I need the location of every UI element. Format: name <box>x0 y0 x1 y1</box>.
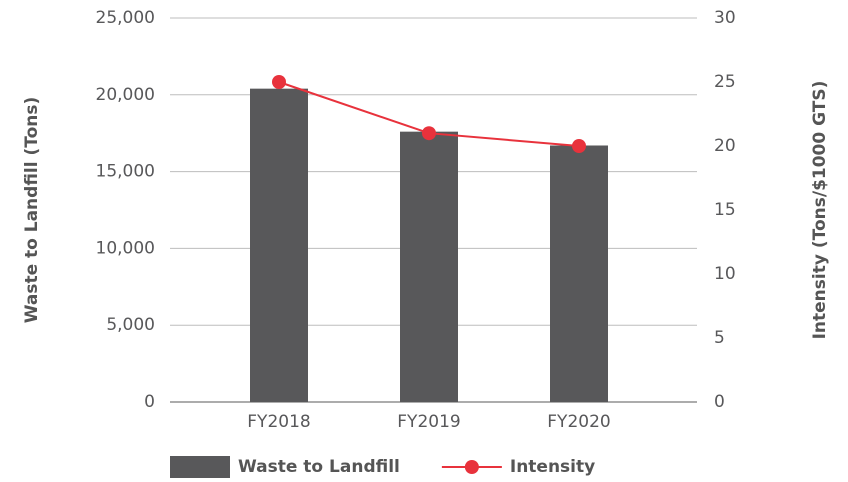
y-tick-label: 25,000 <box>96 8 155 28</box>
y-tick-label: 15,000 <box>96 162 155 182</box>
y2-tick-label: 20 <box>714 136 736 156</box>
y2-tick-label: 15 <box>714 200 736 220</box>
bar <box>400 131 458 402</box>
y-tick-label: 5,000 <box>106 315 155 335</box>
x-tick-label: FY2019 <box>397 412 460 432</box>
y-tick-label: 0 <box>144 392 155 412</box>
legend-label: Waste to Landfill <box>238 457 400 477</box>
bar <box>550 145 608 402</box>
y2-tick-label: 0 <box>714 392 725 412</box>
point <box>572 139 586 153</box>
legend-label: Intensity <box>510 457 595 477</box>
point <box>272 75 286 89</box>
legend-swatch <box>464 460 479 474</box>
point <box>422 126 436 141</box>
y2-tick-label: 30 <box>714 8 736 28</box>
y2-tick-label: 5 <box>714 328 725 348</box>
y2-tick-label: 25 <box>714 72 736 92</box>
x-tick-label: FY2020 <box>547 412 610 432</box>
y-axis-title: Waste to Landfill (Tons) <box>22 97 42 324</box>
legend-swatch <box>170 456 230 478</box>
y-tick-label: 10,000 <box>96 238 155 258</box>
y2-tick-label: 10 <box>714 264 736 284</box>
y2-axis-title: Intensity (Tons/$1000 GTS) <box>810 81 830 340</box>
x-tick-label: FY2018 <box>247 412 310 432</box>
bar <box>250 88 308 402</box>
y-tick-label: 20,000 <box>96 85 155 105</box>
